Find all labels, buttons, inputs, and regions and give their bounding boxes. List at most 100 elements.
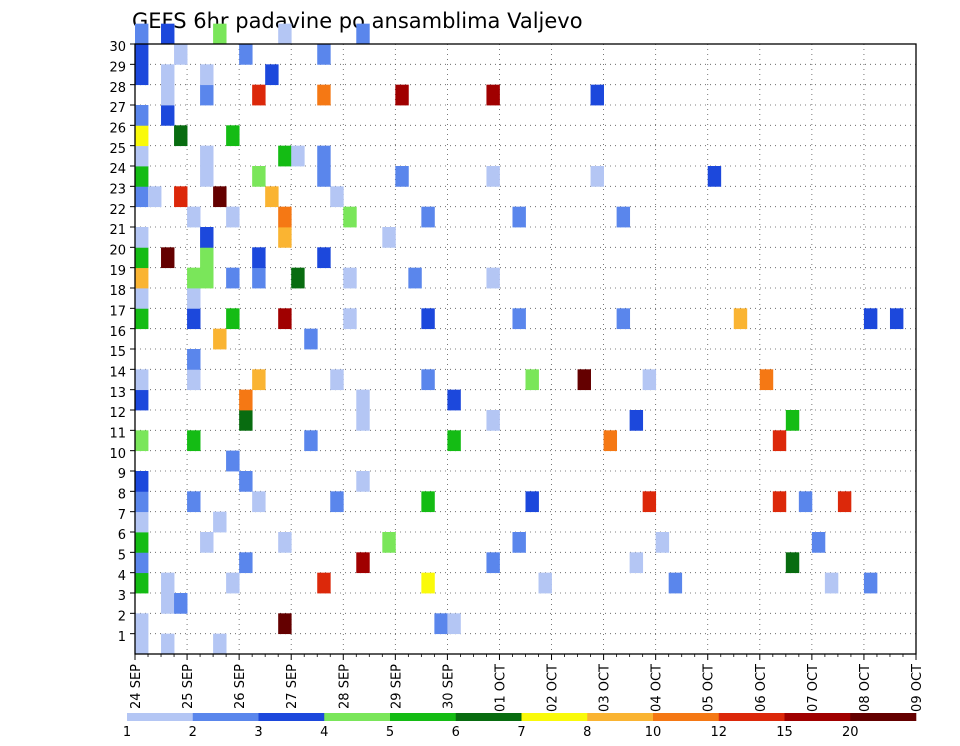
y-tick-label: 9 (118, 467, 126, 482)
x-tick-label: 27 SEP (285, 664, 300, 709)
heatmap-cell (278, 145, 292, 167)
heatmap-cell (200, 166, 214, 187)
heatmap-cell (421, 572, 435, 594)
heatmap-cell (317, 145, 331, 167)
heatmap-cell (161, 84, 175, 106)
heatmap-cell (538, 572, 552, 594)
heatmap-cell (226, 125, 240, 147)
y-tick-label: 7 (118, 508, 126, 523)
x-tick-label: 07 OCT (806, 664, 821, 712)
heatmap-cell (304, 430, 318, 452)
heatmap-cell (239, 552, 253, 574)
heatmap-cell (200, 145, 214, 167)
colorbar-label: 4 (320, 725, 328, 740)
heatmap-cell (187, 349, 201, 370)
heatmap-cell (356, 410, 370, 431)
y-tick-label: 14 (109, 366, 126, 381)
heatmap-cell (408, 267, 422, 289)
heatmap-cell (239, 410, 253, 431)
y-tick-label: 17 (109, 305, 126, 320)
heatmap-cell (343, 308, 357, 330)
heatmap-cell (486, 166, 500, 187)
heatmap-cell (135, 186, 149, 208)
colorbar-label: 6 (452, 725, 460, 740)
heatmap-cell (213, 633, 227, 655)
heatmap-cell (161, 64, 175, 86)
heatmap-cell (213, 328, 227, 350)
heatmap-cell (629, 410, 644, 431)
heatmap-cell (447, 389, 461, 411)
y-tick-label: 16 (109, 325, 126, 340)
heatmap-cell (486, 84, 500, 106)
heatmap-cell (642, 491, 657, 513)
y-tick-label: 13 (109, 386, 126, 401)
heatmap-cell (135, 44, 149, 65)
heatmap-cell (135, 64, 149, 86)
heatmap-cell (187, 430, 201, 452)
x-tick-label: 30 SEP (441, 664, 456, 709)
heatmap-cell (863, 572, 878, 594)
heatmap-cell (395, 84, 409, 106)
heatmap-cell (135, 471, 149, 492)
heatmap-cell (486, 267, 500, 289)
colorbar-label: 15 (776, 725, 793, 740)
heatmap-cell (733, 308, 748, 330)
y-tick-label: 3 (118, 589, 126, 604)
heatmap-cell (226, 206, 240, 228)
heatmap-cell (330, 369, 344, 391)
x-tick-label: 26 SEP (233, 664, 248, 709)
heatmap-cell (343, 206, 357, 228)
heatmap-cell (200, 247, 214, 269)
heatmap-cell (174, 44, 188, 65)
x-tick-label: 24 SEP (129, 664, 144, 709)
y-tick-label: 23 (109, 183, 126, 198)
heatmap-cell (772, 491, 787, 513)
heatmap-cell (135, 491, 149, 513)
colorbar-label: 20 (842, 725, 859, 740)
heatmap-cell (187, 491, 201, 513)
colorbar-label: 1 (123, 725, 131, 740)
heatmap-cell (668, 572, 683, 594)
heatmap-cell (135, 532, 149, 553)
y-tick-label: 21 (109, 223, 126, 238)
heatmap-cell (421, 491, 435, 513)
colorbar-segment (521, 713, 588, 721)
x-tick-label: 01 OCT (493, 664, 508, 712)
heatmap-cell (226, 267, 240, 289)
heatmap-cell (135, 613, 149, 635)
colorbar-segment (127, 713, 194, 721)
y-tick-label: 29 (109, 61, 126, 76)
heatmap-cell (135, 227, 149, 248)
heatmap-cell (382, 227, 396, 248)
heatmap-cell (343, 267, 357, 289)
colorbar-label: 3 (254, 725, 262, 740)
y-tick-label: 18 (109, 284, 126, 299)
heatmap-cell (135, 125, 149, 147)
heatmap-cell (434, 613, 448, 635)
heatmap-cell (525, 369, 539, 391)
heatmap-cell (291, 267, 305, 289)
heatmap-cell (317, 84, 331, 106)
heatmap-cell (356, 552, 370, 574)
colorbar-segment (718, 713, 785, 721)
heatmap-cell (135, 288, 149, 309)
colorbar-label: 8 (583, 725, 591, 740)
heatmap-cell (135, 267, 149, 289)
heatmap-cell (447, 613, 461, 635)
heatmap-cell (200, 84, 214, 106)
heatmap-cell (512, 532, 526, 553)
heatmap-cell (213, 186, 227, 208)
heatmap-cell (317, 572, 331, 594)
colorbar-segment (653, 713, 720, 721)
heatmap-cell (213, 511, 227, 533)
heatmap-cell (486, 410, 500, 431)
heatmap-cell (447, 430, 461, 452)
y-tick-label: 19 (109, 264, 126, 279)
colorbar: 1 2 3 4 5 6 7 8 10 12 15 20 (123, 713, 917, 740)
heatmap-cell (135, 308, 149, 330)
heatmap-cell (863, 308, 878, 330)
heatmap-cell (824, 572, 839, 594)
heatmap-cell (187, 267, 201, 289)
